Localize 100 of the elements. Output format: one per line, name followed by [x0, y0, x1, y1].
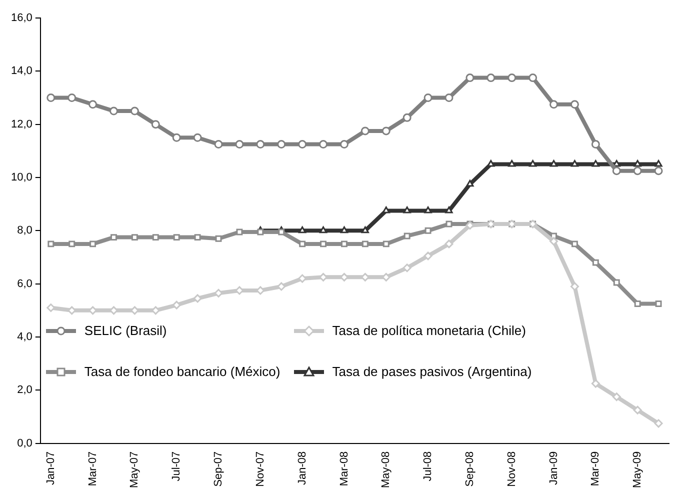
point [466, 180, 474, 187]
legend-label: Tasa de fondeo bancario (México) [84, 364, 280, 380]
point [68, 240, 76, 248]
point [193, 133, 202, 142]
point [654, 160, 662, 167]
point [256, 140, 265, 149]
x-tick-label: Jul-07 [170, 451, 183, 482]
legend-label: SELIC (Brasil) [84, 323, 167, 338]
x-tick-label: Mar-07 [86, 451, 99, 486]
point [194, 234, 201, 241]
x-tick-label: May-07 [128, 451, 141, 488]
y-tick-label: 4,0 [17, 331, 32, 344]
y-tick-label: 6,0 [17, 278, 32, 290]
point [319, 226, 328, 234]
point [382, 240, 390, 248]
point [360, 126, 370, 136]
point [633, 406, 642, 414]
point [319, 140, 328, 149]
point [613, 279, 620, 286]
point [236, 228, 243, 236]
point [424, 252, 432, 260]
point [634, 300, 641, 307]
point [382, 126, 390, 136]
point [634, 160, 642, 167]
y-tick-label: 12,0 [10, 118, 32, 130]
point [550, 237, 558, 246]
point [340, 226, 348, 234]
x-tick-label: Jan-08 [296, 451, 308, 485]
point [235, 140, 244, 149]
y-tick-label: 14,0 [10, 65, 32, 78]
point [570, 100, 579, 109]
x-tick-label: Nov-08 [506, 451, 518, 487]
point [570, 160, 578, 167]
point [571, 240, 578, 248]
point [403, 206, 411, 214]
point [48, 240, 54, 248]
point [88, 100, 98, 109]
point [486, 74, 496, 82]
point [444, 94, 454, 102]
point [361, 226, 369, 234]
x-tick-label: Jan-07 [44, 451, 57, 485]
legend-label: Tasa de pases pasivos (Argentina) [332, 364, 532, 380]
point [382, 206, 390, 214]
point [550, 100, 558, 109]
point [424, 206, 432, 214]
point [592, 160, 600, 167]
legend-label: Tasa de política monetaria (Chile) [332, 323, 526, 338]
point [151, 120, 160, 129]
point [591, 140, 600, 149]
point [131, 234, 138, 241]
point [46, 94, 56, 102]
point [424, 94, 432, 102]
point [90, 240, 96, 248]
x-tick-label: Sep-07 [212, 451, 225, 487]
point [633, 166, 642, 176]
point [466, 74, 474, 82]
point [278, 228, 285, 236]
point [298, 226, 306, 234]
point [550, 160, 558, 167]
x-tick-label: May-08 [380, 451, 392, 488]
point [214, 140, 223, 149]
y-tick-label: 10,0 [10, 172, 32, 184]
point [109, 106, 118, 116]
x-tick-label: Jul-08 [422, 451, 434, 482]
point [320, 240, 326, 248]
x-tick-label: Mar-08 [338, 451, 350, 486]
point [655, 300, 662, 307]
point [110, 234, 117, 241]
point [68, 94, 76, 102]
point [130, 106, 139, 116]
point [508, 160, 516, 167]
point [402, 264, 412, 272]
y-tick-label: 0,0 [17, 437, 32, 450]
y-tick-label: 2,0 [17, 384, 32, 396]
x-tick-label: Jan-09 [548, 451, 560, 485]
point [299, 240, 306, 248]
point [362, 240, 368, 248]
point [612, 392, 621, 402]
x-tick-label: Sep-08 [464, 451, 476, 487]
point [592, 259, 599, 266]
point [445, 206, 453, 214]
x-tick-label: May-09 [632, 451, 644, 488]
x-tick-label: Mar-09 [590, 451, 602, 486]
x-tick-label: Nov-07 [254, 451, 266, 487]
point [340, 140, 348, 149]
point [402, 113, 412, 122]
point [172, 300, 181, 310]
point [446, 220, 452, 228]
point [215, 235, 222, 242]
point [654, 419, 663, 428]
point [152, 234, 159, 241]
point [277, 140, 286, 149]
point [193, 294, 202, 303]
point [173, 234, 180, 241]
point [444, 240, 454, 248]
point [529, 160, 537, 167]
point [404, 232, 410, 240]
point [341, 240, 348, 248]
point [257, 228, 264, 236]
point [508, 74, 516, 82]
